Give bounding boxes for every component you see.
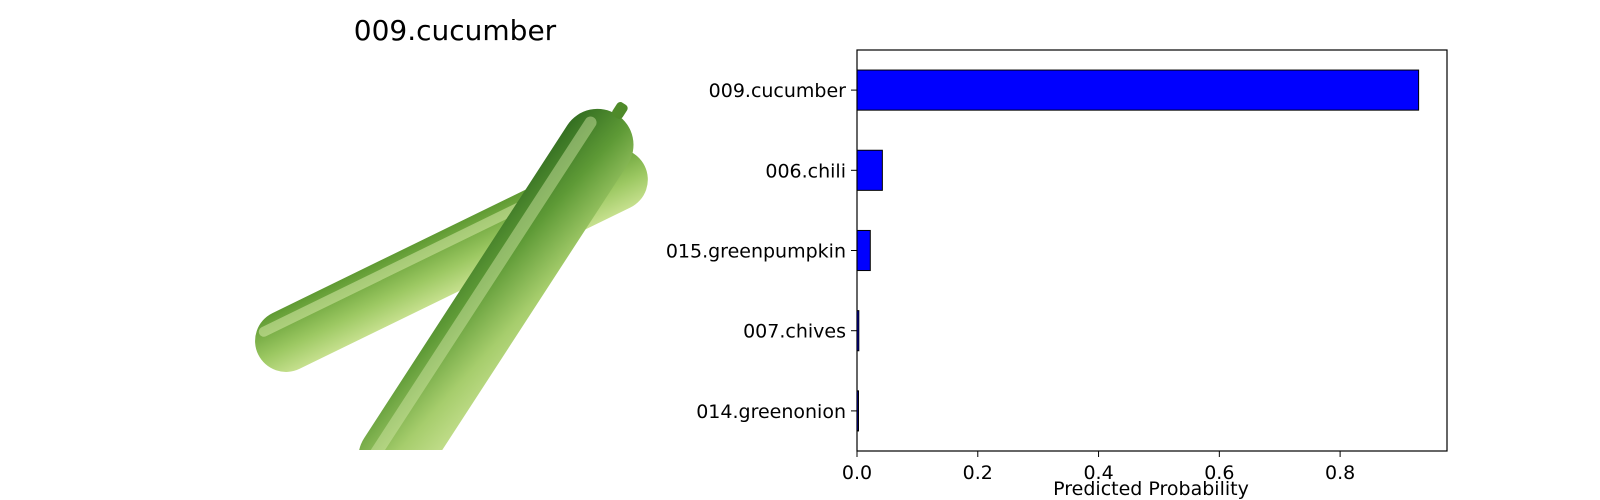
- y-ticks: 009.cucumber 006.chili 015.greenpumpkin 007…: [666, 80, 857, 423]
- bar-2: [856, 229, 871, 272]
- x-axis-label: Predicted Probability: [1053, 478, 1249, 500]
- y-tick-label: 014.greenonion: [696, 401, 846, 423]
- y-tick-label: 007.chives: [743, 321, 846, 343]
- x-tick-label: 0.8: [1325, 462, 1355, 484]
- x-tick-label: 0.6: [1204, 462, 1234, 484]
- bars-group: [856, 69, 1420, 432]
- cucumber-photo: [255, 50, 655, 450]
- bar-0: [856, 69, 1420, 111]
- x-tick-label: 0.2: [963, 462, 993, 484]
- x-tick-label: 0.0: [842, 462, 872, 484]
- x-ticks: 0.0 0.2 0.4 0.6 0.8: [842, 451, 1355, 484]
- image-title: 009.cucumber: [353, 14, 557, 47]
- x-tick-label: 0.4: [1083, 462, 1113, 484]
- y-tick-label: 006.chili: [765, 160, 846, 182]
- y-tick-label: 015.greenpumpkin: [666, 241, 846, 263]
- bar-1: [856, 149, 883, 191]
- y-tick-label: 009.cucumber: [709, 80, 847, 102]
- front-cucumber: [358, 102, 634, 450]
